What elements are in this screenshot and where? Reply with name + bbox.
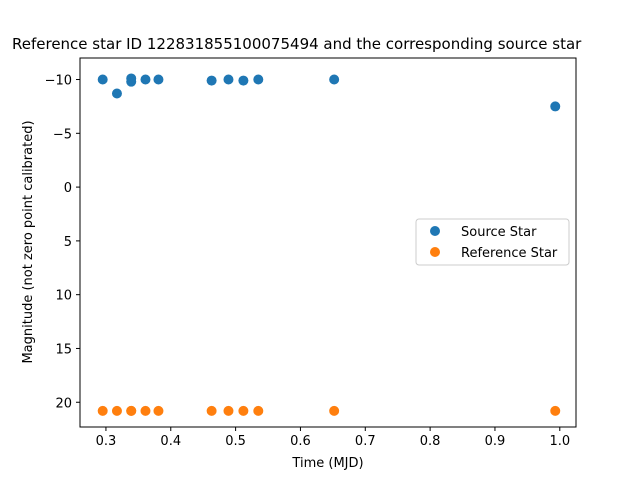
source-star-point [126,76,137,87]
source-star-point [206,75,217,86]
reference-star-point [238,405,249,416]
y-tick-label: 20 [55,396,72,411]
reference-star-point [111,405,122,416]
reference-star-point [153,405,164,416]
x-tick-label: 0.5 [225,434,246,449]
source-star-point [253,74,264,85]
legend-marker-source [430,226,440,236]
y-tick-label: 15 [55,342,72,357]
source-star-point [329,74,340,85]
legend-label-source: Source Star [461,225,537,240]
y-axis: −10 −5 0 5 10 15 20 [45,74,80,411]
reference-star-point [550,405,561,416]
y-tick-label: −10 [45,74,72,89]
source-star-point [97,74,108,85]
y-axis-label: Magnitude (not zero point calibrated) [21,120,36,363]
x-tick-label: 0.4 [160,434,181,449]
source-star-point [140,74,151,85]
plot-frame [79,57,577,428]
y-tick-label: −5 [53,127,72,142]
y-tick-label: 10 [55,289,72,304]
reference-star-point [126,405,137,416]
reference-star-point [206,405,217,416]
x-tick-label: 0.9 [485,434,506,449]
x-tick-label: 1.0 [549,434,570,449]
source-star-point [223,74,234,85]
legend: Source Star Reference Star [415,218,570,266]
x-axis-label: Time (MJD) [291,456,363,471]
chart-title: Reference star ID 122831855100075494 and… [12,35,582,53]
y-tick-label: 0 [64,181,72,196]
legend-label-reference: Reference Star [461,246,558,261]
x-axis: 0.3 0.4 0.5 0.6 0.7 0.8 0.9 1.0 [96,427,570,449]
reference-star-point [223,405,234,416]
x-tick-label: 0.6 [290,434,311,449]
x-tick-label: 0.3 [96,434,117,449]
legend-box [415,218,570,266]
source-star-point [153,74,164,85]
legend-marker-reference [430,247,440,257]
reference-star-point [97,405,108,416]
source-star-point [238,75,249,86]
source-star-point [550,101,561,112]
reference-star-point [140,405,151,416]
reference-star-point [253,405,264,416]
data-points [97,73,561,416]
x-tick-label: 0.8 [420,434,441,449]
x-tick-label: 0.7 [355,434,376,449]
y-tick-label: 5 [64,235,72,250]
source-star-point [111,88,122,99]
reference-star-point [329,405,340,416]
